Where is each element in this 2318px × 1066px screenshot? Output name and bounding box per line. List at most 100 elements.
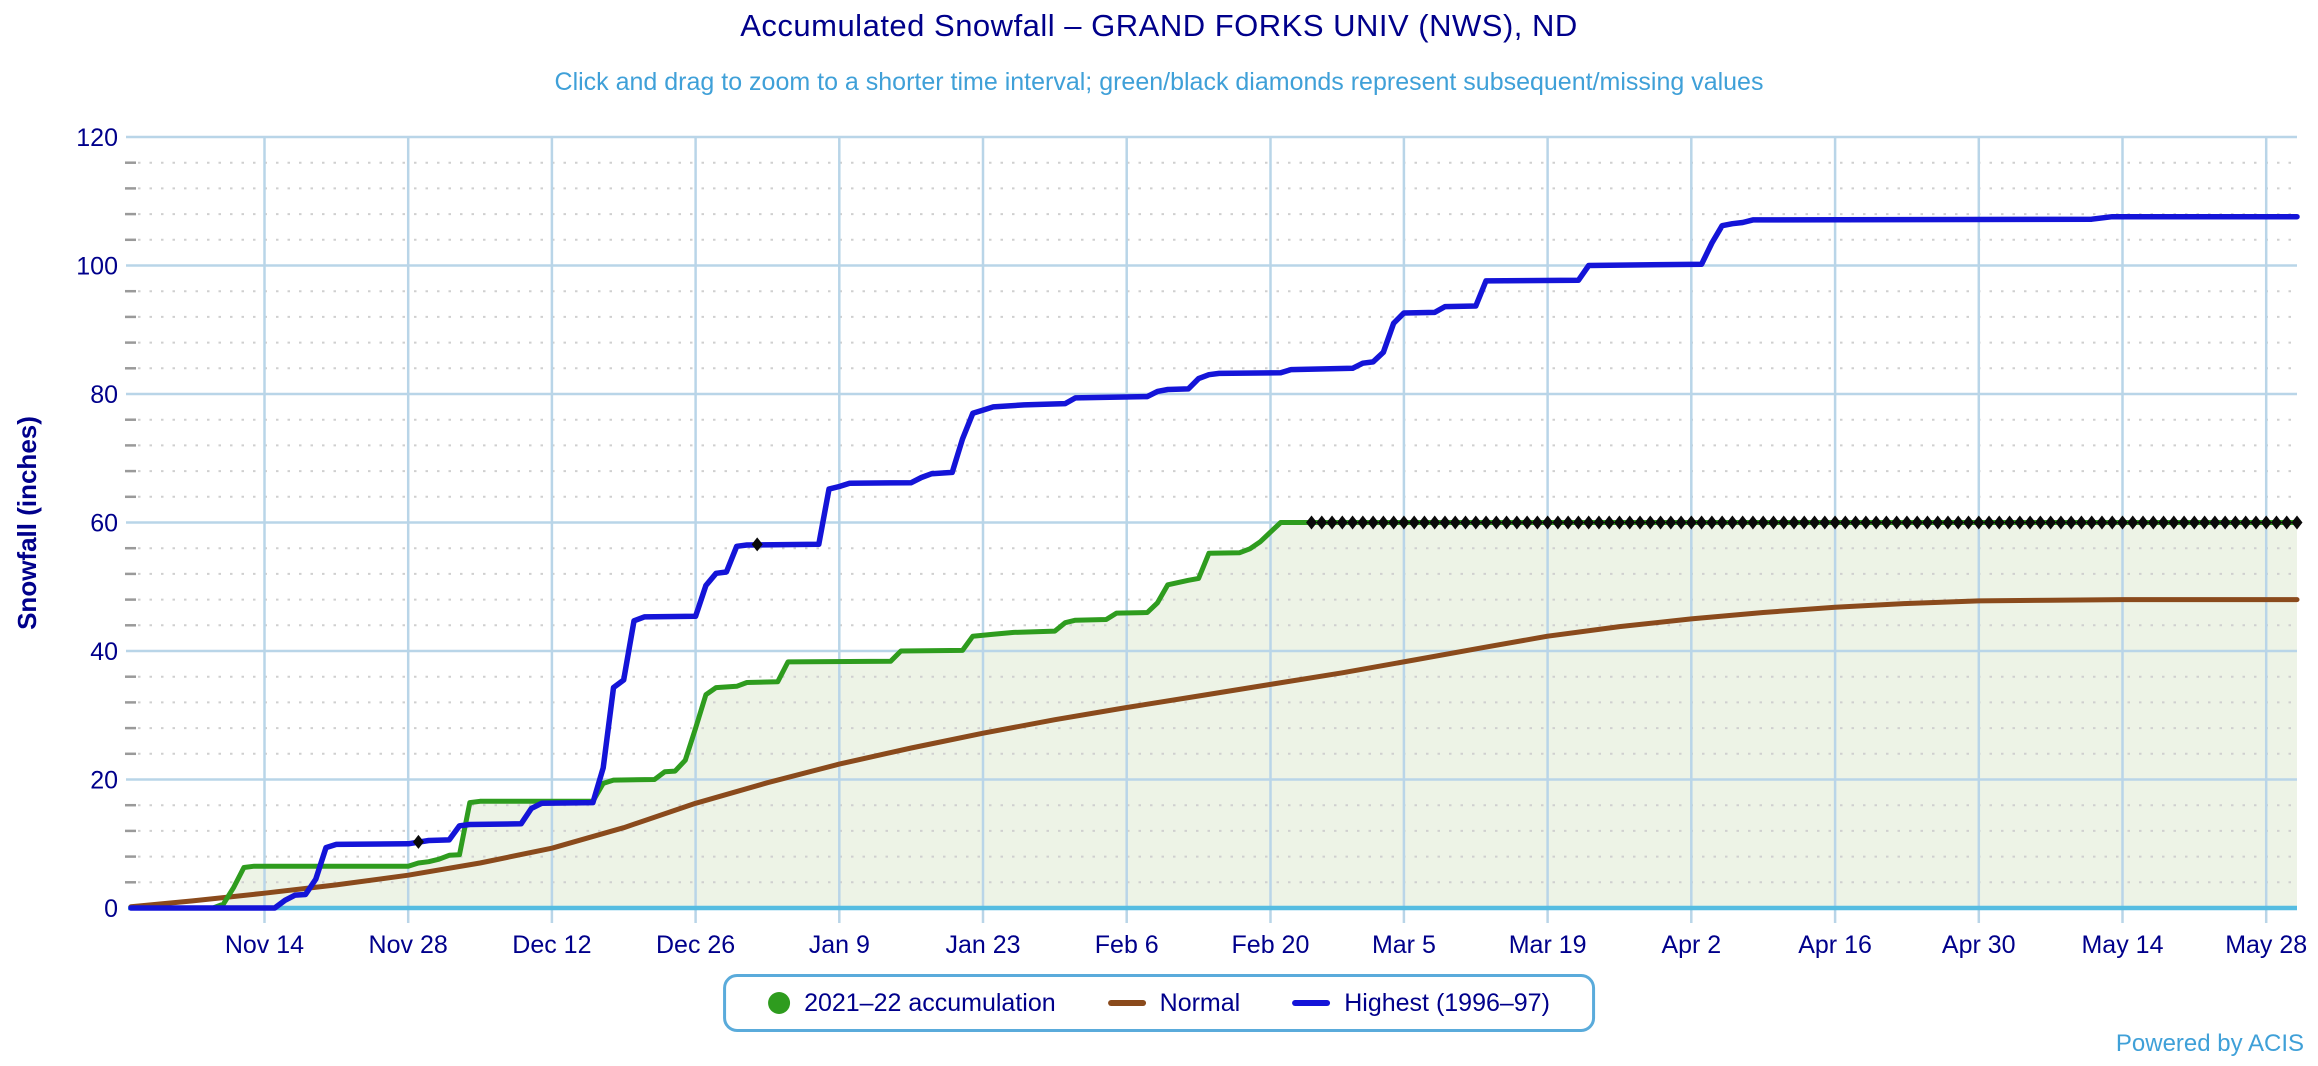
black-diamond-icon bbox=[2147, 515, 2159, 530]
black-diamond-icon bbox=[1347, 515, 1359, 530]
black-diamond-icon bbox=[751, 537, 763, 552]
black-diamond-icon bbox=[2106, 515, 2118, 530]
black-diamond-icon bbox=[1911, 515, 1923, 530]
black-diamond-icon bbox=[1696, 515, 1708, 530]
black-diamond-icon bbox=[1932, 515, 1944, 530]
black-diamond-icon bbox=[1737, 515, 1749, 530]
black-diamond-icon bbox=[1675, 515, 1687, 530]
black-diamond-icon bbox=[2158, 515, 2170, 530]
x-tick-label: Apr 2 bbox=[1661, 931, 1721, 959]
blue-line-icon bbox=[1292, 1000, 1331, 1006]
legend-label-accumulation: 2021–22 accumulation bbox=[804, 988, 1056, 1017]
black-diamond-icon bbox=[1798, 515, 1810, 530]
black-diamond-icon bbox=[2209, 515, 2221, 530]
black-diamond-icon bbox=[1973, 515, 1985, 530]
black-diamond-icon bbox=[2004, 515, 2016, 530]
black-diamond-icon bbox=[1726, 515, 1738, 530]
black-diamond-icon bbox=[1870, 515, 1882, 530]
black-diamond-icon bbox=[1501, 515, 1513, 530]
black-diamond-icon bbox=[2127, 515, 2139, 530]
black-diamond-icon bbox=[1603, 515, 1615, 530]
black-diamond-icon bbox=[2116, 515, 2128, 530]
black-diamond-icon bbox=[1963, 515, 1975, 530]
black-diamond-icon bbox=[412, 834, 424, 849]
black-diamond-icon bbox=[2199, 515, 2211, 530]
black-diamond-icon bbox=[1788, 515, 1800, 530]
x-tick-label: Nov 14 bbox=[225, 931, 304, 959]
black-diamond-icon bbox=[1993, 515, 2005, 530]
black-diamond-icon bbox=[1377, 515, 1389, 530]
x-tick-label: Jan 23 bbox=[945, 931, 1020, 959]
black-diamond-icon bbox=[1429, 515, 1441, 530]
brown-line-icon bbox=[1107, 1000, 1146, 1006]
chart-subtitle: Click and drag to zoom to a shorter time… bbox=[554, 68, 1764, 96]
x-tick-label: Feb 20 bbox=[1232, 931, 1310, 959]
black-diamond-icon bbox=[1839, 515, 1851, 530]
black-diamond-icon bbox=[2219, 515, 2231, 530]
black-diamond-icon bbox=[1716, 515, 1728, 530]
legend-label-normal: Normal bbox=[1159, 988, 1241, 1017]
black-diamond-icon bbox=[1767, 515, 1779, 530]
x-tick-label: Dec 12 bbox=[512, 931, 591, 959]
black-diamond-icon bbox=[2270, 515, 2282, 530]
black-diamond-icon bbox=[1572, 515, 1584, 530]
black-diamond-icon bbox=[1398, 515, 1410, 530]
black-diamond-icon bbox=[1819, 515, 1831, 530]
black-diamond-icon bbox=[1521, 515, 1533, 530]
y-tick-label: 120 bbox=[76, 124, 118, 152]
x-tick-label: Dec 26 bbox=[656, 931, 735, 959]
black-diamond-icon bbox=[1326, 515, 1338, 530]
black-diamond-icon bbox=[1367, 515, 1379, 530]
black-diamond-icon bbox=[1624, 515, 1636, 530]
x-tick-label: Jan 9 bbox=[809, 931, 870, 959]
x-tick-label: Nov 28 bbox=[369, 931, 448, 959]
black-diamond-icon bbox=[1408, 515, 1420, 530]
black-diamond-icon bbox=[1634, 515, 1646, 530]
black-diamond-icon bbox=[1706, 515, 1718, 530]
black-diamond-icon bbox=[1901, 515, 1913, 530]
legend-item-normal[interactable]: Normal bbox=[1107, 988, 1241, 1018]
black-diamond-icon bbox=[1952, 515, 1964, 530]
black-diamond-icon bbox=[1480, 515, 1492, 530]
black-diamond-icon bbox=[1470, 515, 1482, 530]
x-tick-label: May 14 bbox=[2081, 931, 2163, 959]
black-diamond-icon bbox=[1778, 515, 1790, 530]
black-diamond-icon bbox=[2096, 515, 2108, 530]
powered-by-acis-link[interactable]: Powered by ACIS bbox=[2115, 1030, 2304, 1057]
black-diamond-icon bbox=[1613, 515, 1625, 530]
y-tick-label: 20 bbox=[90, 767, 118, 795]
y-minor-gridlines bbox=[125, 161, 2297, 884]
accumulation-area-fill bbox=[131, 522, 2297, 908]
black-diamond-icon bbox=[1490, 515, 1502, 530]
black-diamond-icon bbox=[2055, 515, 2067, 530]
y-tick-label: 60 bbox=[90, 510, 118, 538]
black-diamond-icon bbox=[2281, 515, 2293, 530]
normal-line bbox=[128, 597, 2300, 910]
black-diamond-icon bbox=[2250, 515, 2262, 530]
black-diamond-icon bbox=[1388, 515, 1400, 530]
black-diamond-icon bbox=[1942, 515, 1954, 530]
black-diamond-icon bbox=[1531, 515, 1543, 530]
black-diamond-icon bbox=[1850, 515, 1862, 530]
x-tick-label: Mar 5 bbox=[1372, 931, 1436, 959]
black-diamond-icon bbox=[2086, 515, 2098, 530]
black-diamond-icon bbox=[1542, 515, 1554, 530]
black-diamond-icon bbox=[1511, 515, 1523, 530]
black-diamond-icon bbox=[1460, 515, 1472, 530]
black-diamond-icon bbox=[2178, 515, 2190, 530]
legend-item-highest[interactable]: Highest (1996–97) bbox=[1292, 989, 1550, 1018]
legend-label-highest: Highest (1996–97) bbox=[1344, 988, 1550, 1017]
black-diamond-icon bbox=[1552, 515, 1564, 530]
black-diamond-icon bbox=[1644, 515, 1656, 530]
black-diamond-icon bbox=[1757, 515, 1769, 530]
axis-tick-labels: 0 20 40 60 80 100 120 Nov 14 Nov 28 Dec 12 Dec 26 J… bbox=[76, 124, 2307, 959]
legend-item-accumulation[interactable]: 2021–22 accumulation bbox=[768, 989, 1056, 1018]
y-axis-title: Snowfall (inches) bbox=[12, 416, 42, 630]
x-tick-label: Apr 16 bbox=[1798, 931, 1872, 959]
y-tick-label: 40 bbox=[90, 638, 118, 666]
legend: 2021–22 accumulation Normal Highest (199… bbox=[723, 974, 1595, 1032]
y-tick-label: 0 bbox=[104, 895, 118, 923]
black-diamond-icon bbox=[2045, 515, 2057, 530]
major-gridlines bbox=[126, 135, 2297, 923]
